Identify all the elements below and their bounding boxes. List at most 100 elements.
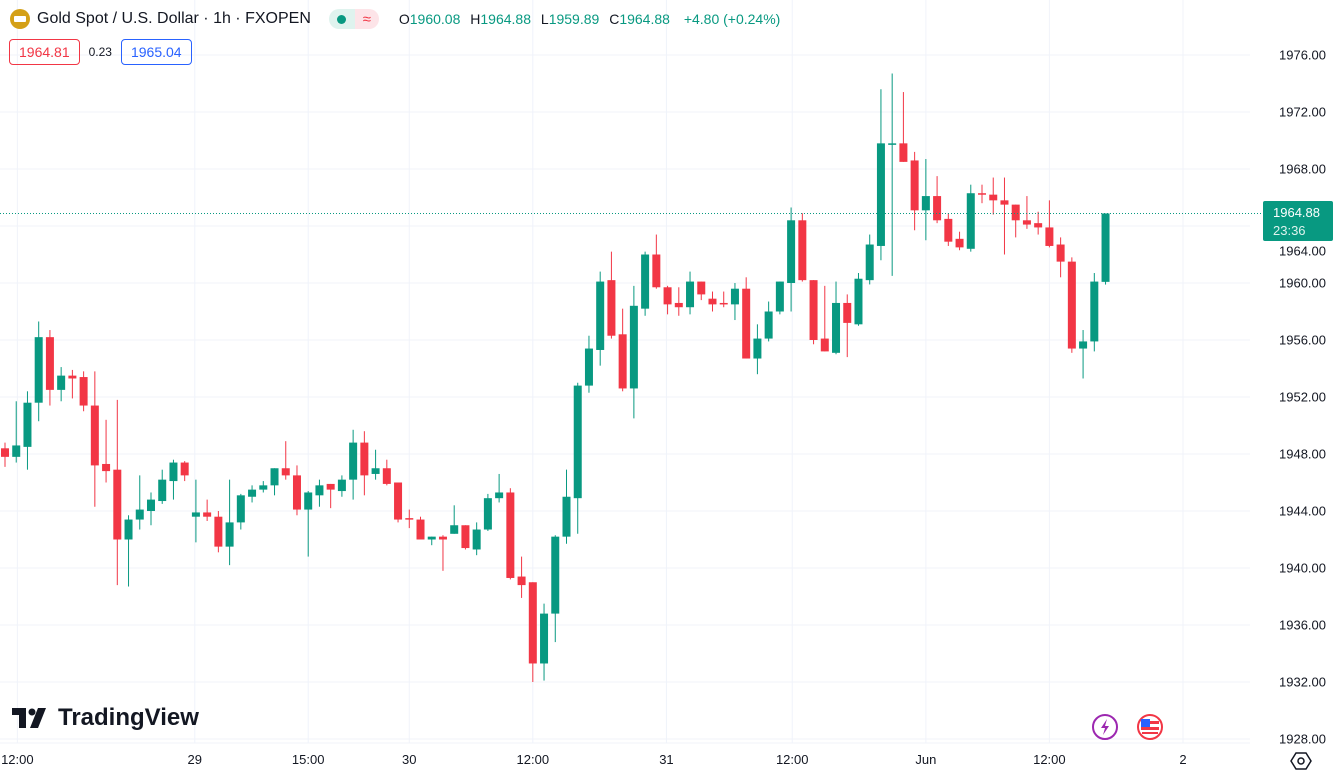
candle-body: [629, 305, 638, 389]
candle-body: [798, 220, 807, 281]
candle-body: [933, 196, 942, 221]
candle-body: [45, 337, 54, 390]
bullish-candle: [349, 429, 358, 500]
lightning-icon[interactable]: [1091, 713, 1119, 741]
candle-body: [584, 348, 593, 386]
bullish-candle: [225, 479, 234, 566]
candle-body: [135, 509, 144, 520]
bearish-candle: [438, 535, 447, 571]
bullish-candle: [135, 475, 144, 530]
bearish-candle: [607, 251, 616, 339]
candles: [1, 73, 1110, 682]
candle-body: [1045, 227, 1054, 246]
bearish-candle: [978, 184, 987, 204]
tradingview-logo-text: TradingView: [58, 704, 199, 731]
symbol-header: Gold Spot / U.S. Dollar · 1h · FXOPEN ≈ …: [10, 8, 780, 30]
candle-body: [1011, 204, 1020, 221]
bullish-candle: [764, 301, 773, 342]
bearish-candle: [68, 369, 77, 399]
bullish-candle: [641, 251, 650, 316]
candle-body: [753, 338, 762, 359]
price-tick-label: 1960.00: [1279, 275, 1326, 291]
price-tick-label: 1964.00: [1279, 243, 1326, 259]
high-value: 1964.88: [480, 11, 531, 27]
market-status-pill[interactable]: ≈: [328, 9, 379, 29]
candle-body: [1034, 223, 1043, 228]
bearish-candle: [742, 277, 751, 359]
price-tick-label: 1928.00: [1279, 731, 1326, 747]
bearish-candle: [1056, 237, 1065, 278]
bid-ask-panel: 1964.81 0.23 1965.04: [9, 39, 192, 65]
candle-body: [764, 311, 773, 339]
candle-body: [674, 302, 683, 308]
symbol-title[interactable]: Gold Spot / U.S. Dollar · 1h · FXOPEN: [37, 10, 311, 27]
candle-body: [248, 489, 257, 497]
candle-body: [79, 377, 88, 406]
time-tick-label: 2: [1179, 752, 1187, 767]
high-label: H: [470, 11, 481, 27]
last-price-label: 1964.88 23:36: [1263, 201, 1333, 241]
price-tick-label: 1952.00: [1279, 389, 1326, 405]
time-tick-label: Jun: [915, 752, 937, 767]
candle-body: [450, 525, 459, 534]
time-tick-label: 12:00: [1033, 752, 1066, 767]
candle-body: [394, 482, 403, 520]
bullish-candle: [787, 207, 796, 312]
bearish-candle: [1034, 211, 1043, 235]
candle-body: [427, 536, 436, 540]
candle-body: [1101, 213, 1110, 282]
buy-button[interactable]: 1965.04: [120, 39, 192, 65]
us-flag-icon[interactable]: [1136, 713, 1164, 741]
candle-body: [90, 405, 99, 466]
settings-icon[interactable]: [1290, 750, 1312, 772]
candle-body: [540, 613, 549, 664]
bullish-candle: [337, 475, 346, 497]
bullish-candle: [629, 285, 638, 419]
bullish-candle: [450, 505, 459, 534]
time-tick-label: 30: [402, 752, 417, 767]
bullish-candle: [124, 515, 133, 587]
delayed-data-icon: ≈: [354, 9, 379, 29]
candle-body: [259, 485, 268, 490]
candle-body: [910, 160, 919, 211]
bullish-candle: [169, 459, 178, 500]
bullish-candle: [236, 493, 245, 530]
candle-body: [180, 462, 189, 476]
candle-body: [326, 483, 335, 490]
candle-body: [607, 280, 616, 336]
candle-body: [787, 220, 796, 283]
bullish-candle: [158, 469, 167, 504]
candle-body: [506, 492, 515, 578]
bullish-candle: [23, 391, 32, 470]
price-tick-label: 1932.00: [1279, 674, 1326, 690]
bearish-candle: [663, 285, 672, 315]
candle-body: [921, 196, 930, 211]
bullish-candle: [888, 73, 897, 276]
bullish-candle: [191, 479, 200, 543]
bullish-candle: [472, 522, 481, 556]
bearish-candle: [1000, 177, 1009, 255]
tradingview-logo[interactable]: TradingView: [12, 704, 199, 732]
candle-body: [820, 338, 829, 352]
candle-body: [697, 281, 706, 295]
candle-body: [371, 468, 380, 474]
bullish-candle: [315, 479, 324, 507]
bearish-candle: [281, 441, 290, 480]
sell-button[interactable]: 1964.81: [9, 39, 80, 65]
candle-body: [315, 485, 324, 496]
candle-body: [966, 193, 975, 249]
candle-body: [944, 218, 953, 242]
bullish-candle: [371, 449, 380, 480]
bearish-candle: [360, 431, 369, 496]
candle-body: [292, 475, 301, 510]
bearish-candle: [292, 465, 301, 516]
candle-body: [495, 492, 504, 499]
bullish-candle: [832, 281, 841, 355]
candle-body: [203, 512, 212, 517]
bearish-candle: [113, 399, 122, 586]
bullish-candle: [854, 273, 863, 326]
bearish-candle: [405, 509, 414, 529]
bullish-candle: [596, 271, 605, 366]
low-label: L: [540, 11, 549, 27]
